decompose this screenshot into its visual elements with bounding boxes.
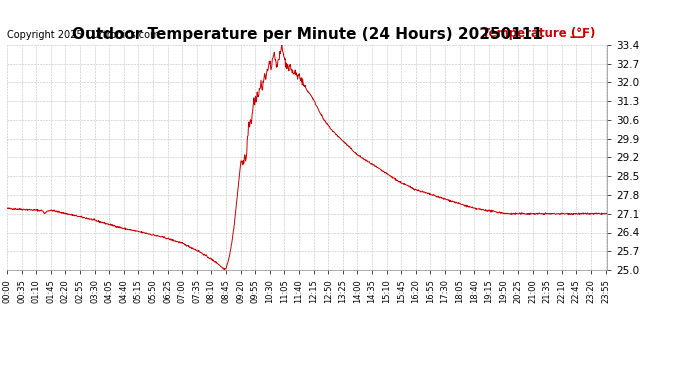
Text: Temperature (°F): Temperature (°F)	[482, 27, 595, 40]
Text: Copyright 2025 Curtronics.com: Copyright 2025 Curtronics.com	[7, 30, 159, 40]
Title: Outdoor Temperature per Minute (24 Hours) 20250111: Outdoor Temperature per Minute (24 Hours…	[72, 27, 542, 42]
